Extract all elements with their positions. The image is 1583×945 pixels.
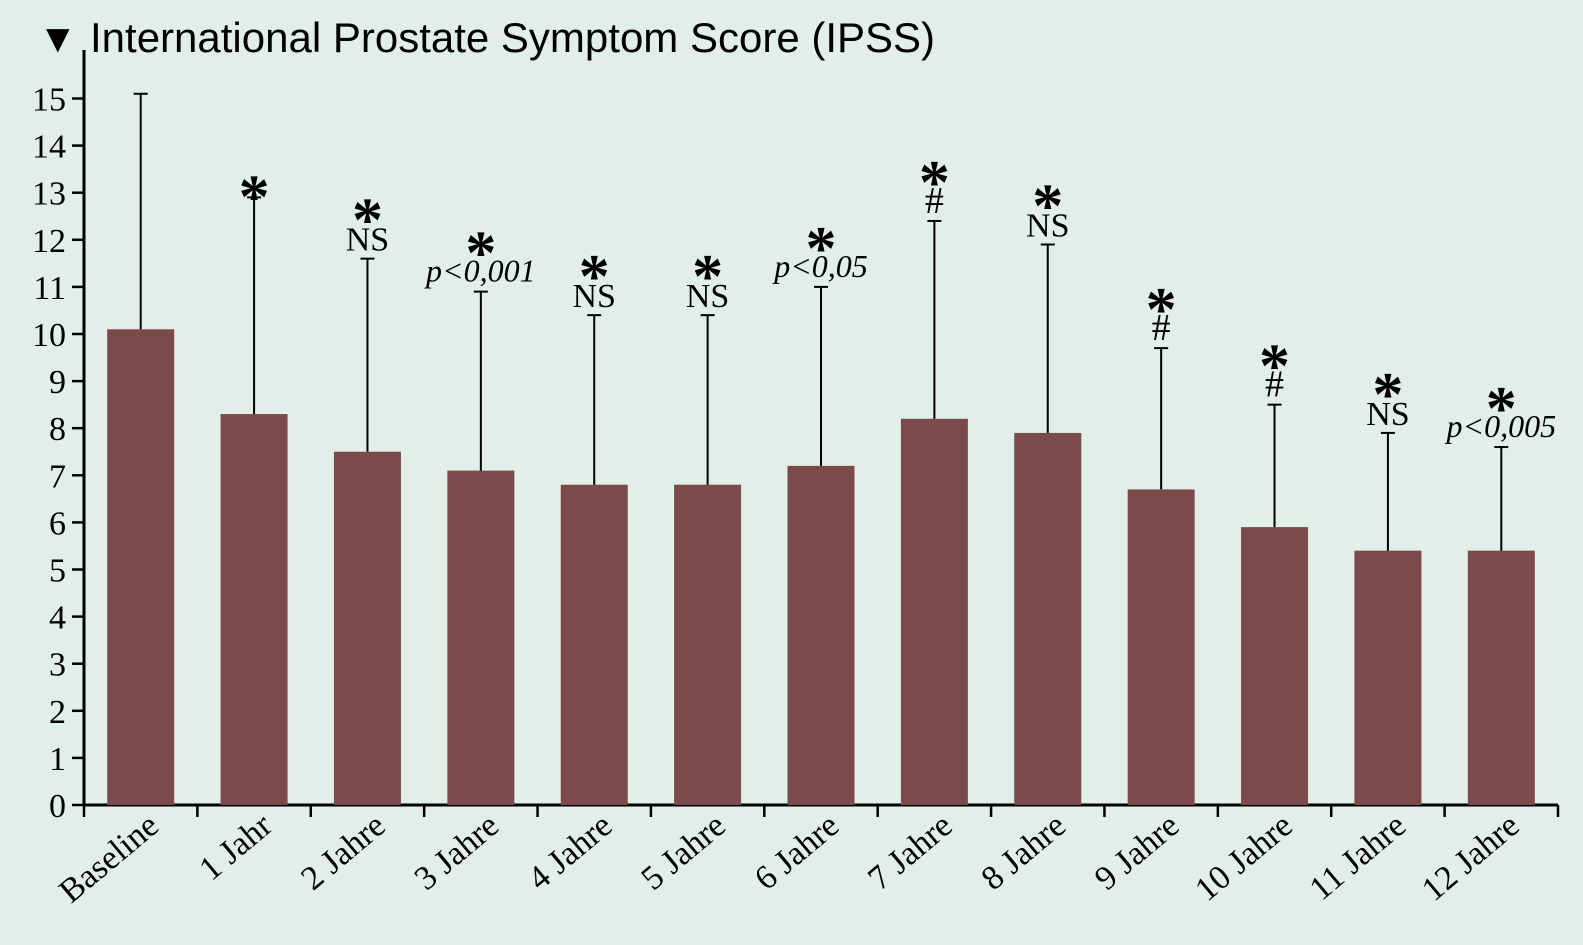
p-value-label: p<0,005 xyxy=(1445,408,1557,444)
significance-asterisk: * xyxy=(692,243,723,311)
y-tick-label: 13 xyxy=(32,176,66,213)
bar xyxy=(1127,489,1195,805)
significance-asterisk: * xyxy=(1146,276,1177,344)
ns-label: NS xyxy=(1026,208,1069,245)
y-tick-label: 4 xyxy=(49,600,66,637)
y-tick-label: 0 xyxy=(49,788,66,825)
x-category-label: 8 Jahre xyxy=(975,807,1073,898)
bar xyxy=(1241,527,1309,805)
x-category-label: 9 Jahre xyxy=(1088,807,1186,898)
y-tick-label: 10 xyxy=(32,317,66,354)
x-category-label: 5 Jahre xyxy=(634,807,732,898)
significance-asterisk: * xyxy=(919,149,950,217)
y-tick-label: 6 xyxy=(49,505,66,542)
significance-asterisk: * xyxy=(239,163,270,231)
y-tick-label: 11 xyxy=(33,270,66,307)
bar xyxy=(787,465,855,805)
x-category-label: 10 Jahre xyxy=(1188,807,1299,909)
title-marker: ▼ xyxy=(38,17,78,61)
significance-asterisk: * xyxy=(1486,375,1517,443)
significance-asterisk: * xyxy=(1372,361,1403,429)
y-tick-label: 14 xyxy=(32,129,66,166)
ns-label: NS xyxy=(686,278,729,315)
bar xyxy=(220,414,288,805)
significance-hash: # xyxy=(1265,364,1284,406)
x-category-label: 12 Jahre xyxy=(1415,807,1526,909)
significance-asterisk: * xyxy=(352,187,383,255)
ns-label: NS xyxy=(572,278,615,315)
significance-asterisk: * xyxy=(1259,333,1290,401)
x-category-label: 7 Jahre xyxy=(861,807,959,898)
x-category-label: 1 Jahr xyxy=(193,806,280,888)
significance-asterisk: * xyxy=(1032,173,1063,241)
x-category-label: Baseline xyxy=(52,807,165,911)
significance-hash: # xyxy=(1152,307,1171,349)
chart-title: International Prostate Symptom Score (IP… xyxy=(90,14,935,61)
bar xyxy=(1014,432,1082,805)
p-value-label: p<0,05 xyxy=(772,248,868,284)
y-tick-label: 8 xyxy=(49,411,66,448)
y-tick-label: 7 xyxy=(49,458,66,495)
p-value-label: p<0,001 xyxy=(424,253,536,289)
significance-hash: # xyxy=(925,180,944,222)
bar xyxy=(447,470,515,805)
x-category-label: 4 Jahre xyxy=(521,807,619,898)
significance-asterisk: * xyxy=(579,243,610,311)
y-tick-label: 1 xyxy=(49,741,66,778)
ns-label: NS xyxy=(346,222,389,259)
bar xyxy=(1467,550,1535,805)
significance-asterisk: * xyxy=(806,215,837,283)
bar xyxy=(900,418,968,805)
x-category-label: 2 Jahre xyxy=(294,807,392,898)
y-tick-label: 15 xyxy=(32,82,66,119)
significance-asterisk: * xyxy=(465,220,496,288)
y-tick-label: 9 xyxy=(49,364,66,401)
y-tick-label: 5 xyxy=(49,553,66,590)
bar xyxy=(560,484,628,805)
x-category-label: 11 Jahre xyxy=(1303,807,1413,908)
y-tick-label: 12 xyxy=(32,223,66,260)
x-category-label: 3 Jahre xyxy=(408,807,506,898)
bar xyxy=(1354,550,1422,805)
bar xyxy=(674,484,742,805)
x-category-label: 6 Jahre xyxy=(748,807,846,898)
bar xyxy=(107,329,175,805)
ns-label: NS xyxy=(1366,396,1409,433)
bar xyxy=(333,451,401,805)
y-tick-label: 2 xyxy=(49,694,66,731)
y-tick-label: 3 xyxy=(49,647,66,684)
